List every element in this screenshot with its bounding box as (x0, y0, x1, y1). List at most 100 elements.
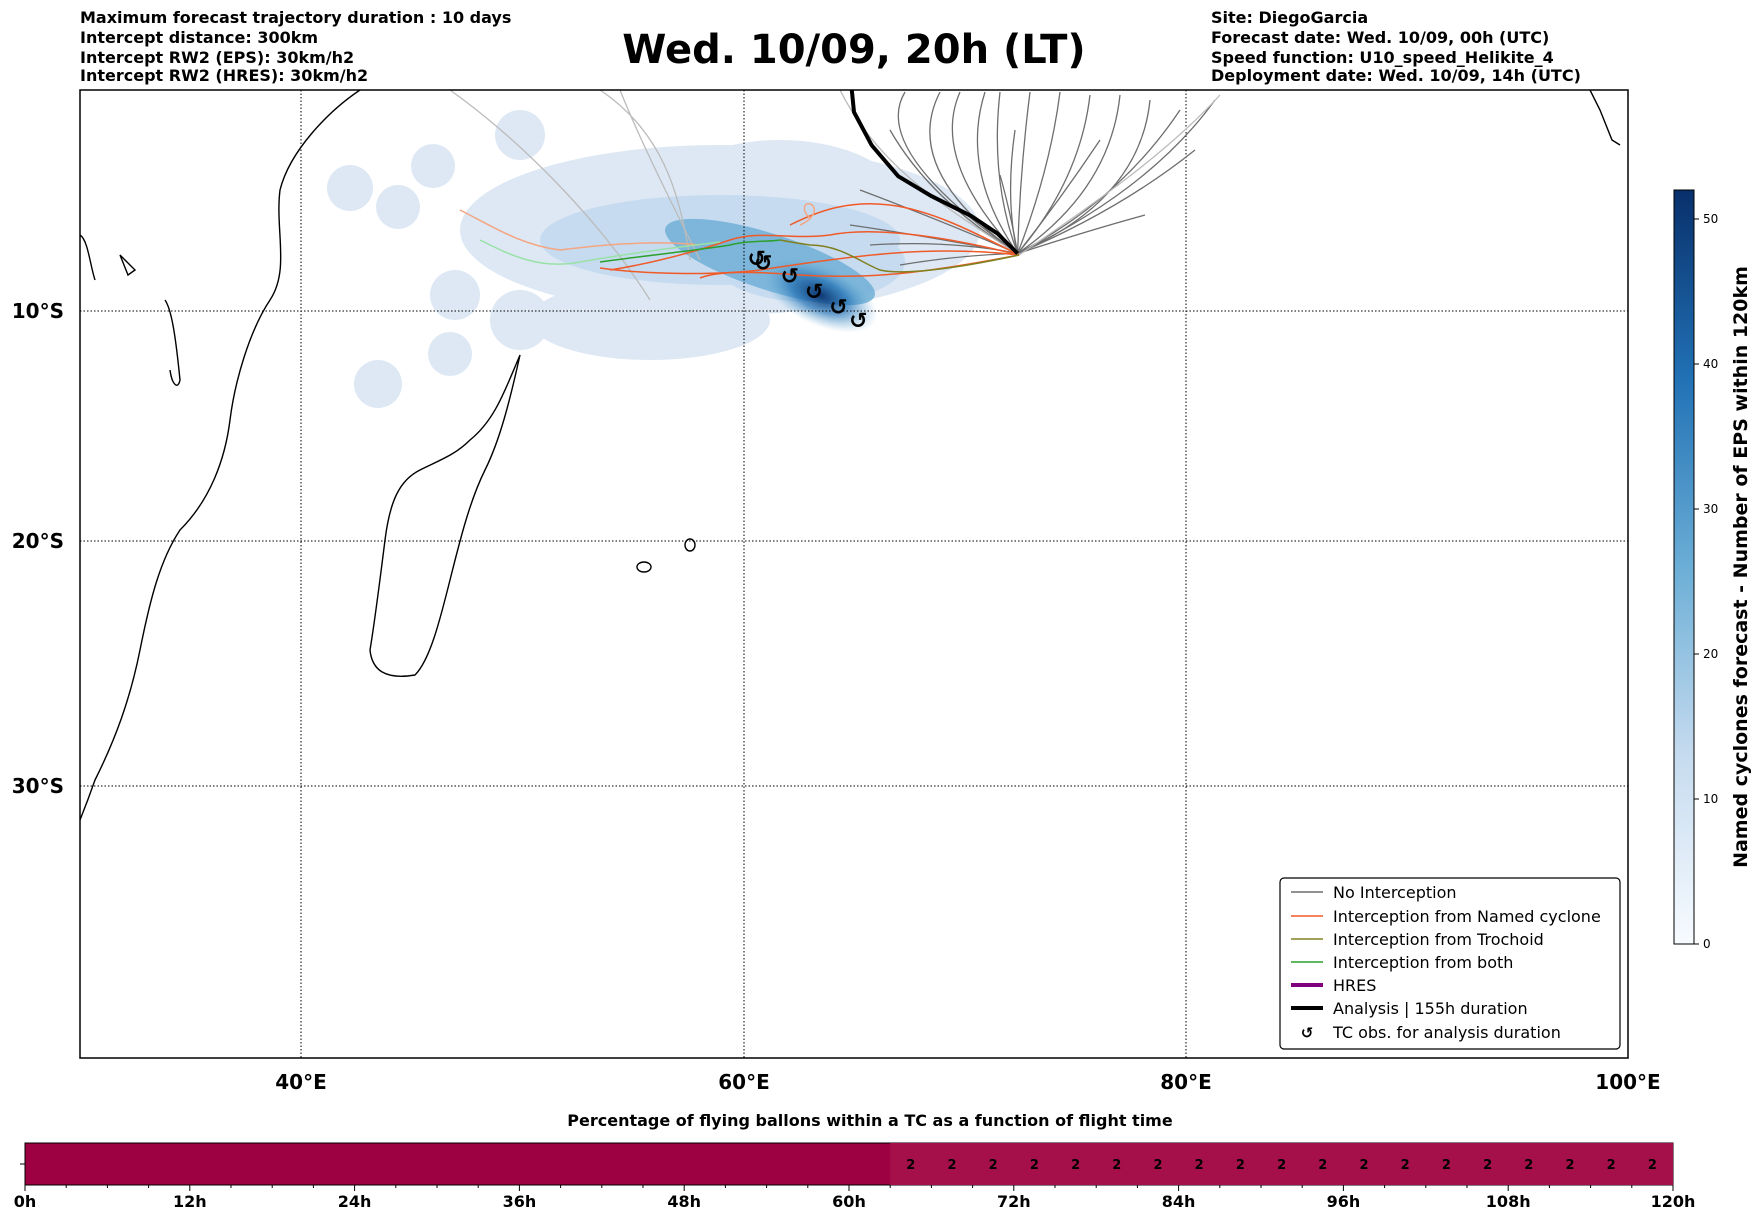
gridlines (80, 90, 1628, 1058)
bar-values: 2 2 2 2 2 2 2 2 2 2 2 2 2 2 2 2 2 2 2 (906, 1158, 1657, 1173)
track-no-interception (999, 174, 1019, 254)
chart-title: Wed. 10/09, 20h (LT) (622, 27, 1085, 73)
bar-ticks: 0h 12h 24h 36h 48h 60h 72h 84h 96h 108h 120h (14, 1185, 1696, 1211)
bar-tick-label: 120h (1651, 1192, 1696, 1211)
coast-fragment-2 (119, 254, 137, 277)
track-named-cyclone-1 (599, 250, 1020, 275)
legend-label-both: Interception from both (1333, 953, 1513, 972)
legend: No Interception Interception from Named … (1279, 877, 1621, 1050)
header-right-line-3: Speed function: U10_speed_Helikite_4 (1211, 48, 1554, 67)
legend-label-analysis: Analysis | 155h duration (1333, 999, 1528, 1018)
track-no-interception (897, 91, 1018, 255)
track-no-interception (1017, 94, 1121, 255)
island-mauritius (684, 538, 696, 552)
bar-value-label: 2 (947, 1158, 956, 1173)
coast-fragment (164, 299, 181, 386)
interception-tracks (459, 202, 1020, 279)
header-left-line-4: Intercept RW2 (HRES): 30km/h2 (80, 66, 368, 85)
colorbar-tick-label: 0 (1703, 937, 1711, 951)
track-no-interception (1017, 99, 1216, 255)
bar-value-label: 2 (1648, 1158, 1657, 1173)
bar-value-label: 2 (1359, 1158, 1368, 1173)
sumatra-coast (1589, 90, 1621, 146)
colorbar-tick-label: 30 (1703, 502, 1718, 516)
track-trochoid-1 (779, 239, 1020, 273)
bar-tick-label: 24h (338, 1192, 372, 1211)
bar-value-label: 2 (1277, 1158, 1286, 1173)
legend-label-no-interception: No Interception (1333, 883, 1457, 902)
legend-box (1279, 877, 1621, 1050)
lon-tick-100: 100°E (1595, 1070, 1660, 1094)
colorbar-tick-label: 50 (1703, 212, 1718, 226)
track-no-interception (929, 91, 1018, 255)
tc-obs-marker: ↺ (781, 265, 799, 290)
lat-tick-30s: 30°S (12, 774, 64, 798)
legend-label-named-cyclone: Interception from Named cyclone (1333, 907, 1601, 926)
header-right-line-4: Deployment date: Wed. 10/09, 14h (UTC) (1211, 66, 1581, 85)
lon-tick-40: 40°E (275, 1070, 327, 1094)
bar-value-label: 2 (1236, 1158, 1245, 1173)
lat-tick-labels: 10°S 20°S 30°S (12, 299, 64, 798)
bar-value-label: 2 (1442, 1158, 1451, 1173)
lat-tick-20s: 20°S (12, 529, 64, 553)
header-left-line-2: Intercept distance: 300km (80, 28, 318, 47)
bar-value-label: 2 (1071, 1158, 1080, 1173)
bar-tick-label: 48h (667, 1192, 701, 1211)
bar-value-label: 2 (1112, 1158, 1121, 1173)
bar-value-label: 2 (1318, 1158, 1327, 1173)
bar-tick-label: 12h (173, 1192, 207, 1211)
bar-tick-label: 72h (997, 1192, 1031, 1211)
bar-value-label: 2 (1195, 1158, 1204, 1173)
legend-tc-obs-icon: ↺ (1301, 1024, 1314, 1042)
track-both-1 (599, 239, 781, 263)
tracks-no-interception-faded (449, 90, 1221, 301)
track-no-interception (996, 91, 1019, 254)
legend-label-trochoid: Interception from Trochoid (1333, 930, 1544, 949)
colorbar: 0 10 20 30 40 50 Named cyclones forecast - Nu… (1673, 189, 1752, 951)
bar-tick-label: 84h (1162, 1192, 1196, 1211)
bar-value-label: 2 (989, 1158, 998, 1173)
tc-obs-marker: ↺ (849, 309, 867, 334)
header-right-line-1: Site: DiegoGarcia (1211, 8, 1368, 27)
bar-tick-label: 60h (832, 1192, 866, 1211)
bar-value-label: 2 (1607, 1158, 1616, 1173)
africa-coast (80, 90, 361, 821)
header-left-line-3: Intercept RW2 (EPS): 30km/h2 (80, 48, 354, 67)
bar-value-label: 2 (1483, 1158, 1492, 1173)
coastlines (80, 90, 1621, 821)
colorbar-tick-label: 20 (1703, 647, 1718, 661)
bar-value-label: 2 (1565, 1158, 1574, 1173)
bar-value-label: 2 (1524, 1158, 1533, 1173)
colorbar-tick-label: 10 (1703, 792, 1718, 806)
flight-time-bar-chart: Percentage of flying ballons within a TC… (14, 1111, 1696, 1211)
density-core (762, 257, 878, 333)
track-no-interception (1017, 139, 1101, 254)
colorbar-tick-label: 40 (1703, 357, 1718, 371)
track-named-cyclone-2 (609, 231, 1020, 271)
bar-tick-label: 108h (1486, 1192, 1531, 1211)
bar-value-label: 2 (1153, 1158, 1162, 1173)
track-named-cyclone-3 (789, 202, 1020, 256)
tc-obs-marker: ↺ (747, 247, 765, 272)
track-both-2 (479, 239, 721, 265)
bar-value-label: 2 (1401, 1158, 1410, 1173)
lon-tick-60: 60°E (718, 1070, 770, 1094)
tc-obs-marker: ↺ (754, 251, 772, 276)
track-named-cyclone-6 (799, 203, 816, 226)
header-right-line-2: Forecast date: Wed. 10/09, 00h (UTC) (1211, 28, 1549, 47)
bar-tick-label: 0h (14, 1192, 37, 1211)
map-frame (79, 89, 1629, 1059)
bar-value-label: 2 (1030, 1158, 1039, 1173)
africa-coast-north (80, 234, 96, 281)
bar-tick-label: 96h (1327, 1192, 1361, 1211)
tc-obs-marker: ↺ (829, 296, 847, 321)
lat-tick-10s: 10°S (12, 299, 64, 323)
lon-tick-80: 80°E (1160, 1070, 1212, 1094)
tc-obs-markers: ↺↺↺↺↺↺ (747, 247, 867, 334)
track-no-interception (1017, 149, 1196, 255)
bar-value-label: 2 (906, 1158, 915, 1173)
tc-obs-marker: ↺ (805, 280, 823, 305)
analysis-track (849, 90, 1020, 255)
bar-tick-label: 36h (503, 1192, 537, 1211)
legend-label-hres: HRES (1333, 976, 1376, 995)
